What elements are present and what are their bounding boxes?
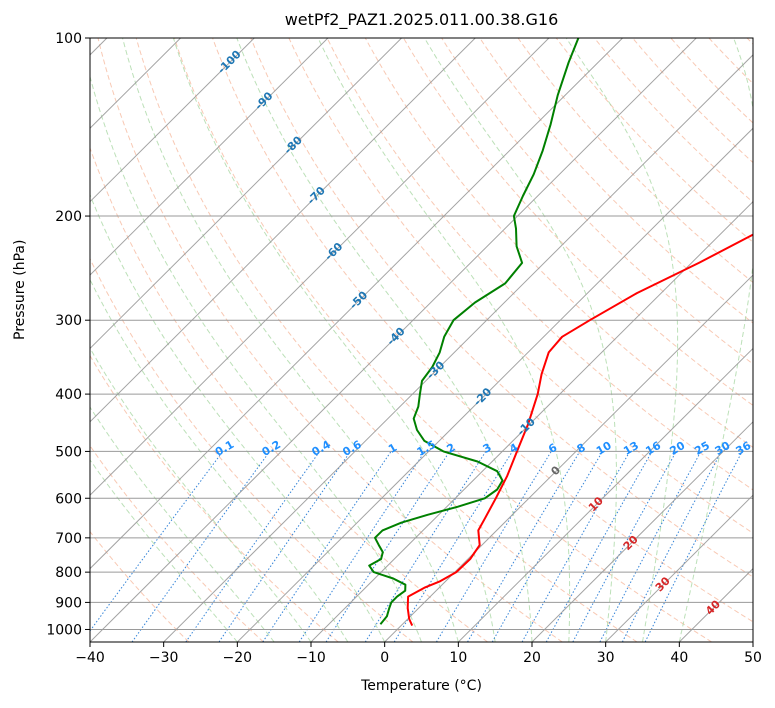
moist-adiabat: [90, 406, 275, 642]
isotherm-line: [457, 347, 753, 642]
x-axis-label: Temperature (°C): [361, 678, 482, 694]
isotherm-line: [752, 641, 753, 642]
mixing-ratio-line: [599, 451, 702, 642]
plot-frame: [89, 37, 754, 643]
moist-adiabat: [90, 459, 238, 642]
x-tick-label: 0: [380, 650, 389, 666]
moist-adiabat: [90, 278, 349, 642]
mixing-ratio-line: [521, 451, 631, 642]
mixing-ratio-line: [621, 451, 722, 642]
dry-adiabat: [135, 38, 638, 642]
y-tick-label: 200: [55, 209, 82, 225]
isotherm-line: [90, 38, 329, 276]
dry-adiabat: [326, 38, 753, 491]
isotherm-line: [90, 38, 255, 203]
mixing-ratio-line: [435, 451, 552, 642]
mixing-ratio-line: [262, 451, 392, 642]
y-tick-label: 100: [55, 31, 82, 47]
isobar-grid: [90, 38, 753, 630]
isotherm-line: [90, 38, 623, 570]
x-tick-label: 50: [744, 650, 762, 666]
isotherm-line: [0, 38, 33, 642]
dry-adiabat: [594, 38, 753, 203]
dry-adiabat: [90, 146, 488, 642]
dry-adiabat: [364, 38, 753, 448]
mixing-ratio-line: [364, 451, 487, 642]
moist-adiabat: [90, 193, 386, 642]
mixing-ratio-line: [325, 451, 451, 642]
y-axis-label: Pressure (hPa): [12, 239, 28, 340]
isotherm-line: [90, 38, 697, 642]
x-tick-label: 30: [597, 650, 615, 666]
isotherm-line: [605, 494, 753, 642]
y-tick-label: 500: [55, 444, 82, 460]
mixing-ratio-line: [90, 451, 224, 632]
moist-adiabat: [236, 38, 533, 642]
mixing-ratio-line: [644, 451, 743, 642]
temperature-profile-line: [406, 233, 753, 627]
mixing-ratio-line: [218, 451, 351, 642]
y-axis-ticks: 1000 900 800 700 600 500 400 300 200 100: [46, 31, 90, 638]
x-tick-label: 40: [670, 650, 688, 666]
x-axis-ticks: −40 −30 −20 −10 0 10 20 30 40 50: [75, 642, 762, 666]
mixing-ratio-line: [393, 451, 513, 642]
y-tick-label: 700: [55, 531, 82, 547]
dry-adiabat: [403, 38, 753, 407]
dry-adiabat: [441, 38, 753, 365]
isotherm-line: [236, 127, 753, 642]
dry-adiabat: [517, 38, 753, 284]
y-tick-label: 600: [55, 491, 82, 507]
y-tick-label: 1000: [46, 622, 82, 638]
isotherm-line: [310, 200, 753, 642]
moist-adiabat: [122, 38, 459, 642]
isotherm-line: [531, 421, 753, 642]
mixing-ratio-line: [185, 451, 321, 642]
mixing-ratio-line: [545, 451, 653, 642]
x-tick-label: −20: [223, 650, 253, 666]
mixing-ratio-line: [298, 451, 426, 642]
x-tick-label: −40: [75, 650, 105, 666]
y-tick-label: 400: [55, 387, 82, 403]
mixing-ratio-label: 36: [733, 439, 753, 458]
x-tick-label: −30: [149, 650, 179, 666]
y-tick-label: 900: [55, 595, 82, 611]
profile-lines: [368, 38, 753, 627]
moist-adiabat: [317, 38, 571, 642]
x-tick-label: 10: [449, 650, 467, 666]
dry-adiabat: [479, 38, 753, 324]
dry-adiabat: [173, 38, 712, 642]
isotherm-line: [384, 274, 753, 642]
x-tick-label: 20: [523, 650, 541, 666]
dry-adiabat: [288, 38, 753, 534]
dry-adiabat: [97, 38, 563, 642]
moist-adiabat: [565, 38, 679, 642]
y-tick-label: 300: [55, 313, 82, 329]
moist-adiabat: [172, 38, 496, 642]
moist-adiabat: [424, 38, 617, 642]
isotherm-line: [163, 54, 753, 642]
isotherm-line: [90, 38, 550, 496]
dry-adiabat: [90, 257, 414, 642]
chart-title: wetPf2_PAZ1.2025.011.00.38.G16: [284, 10, 559, 29]
y-tick-label: 800: [55, 565, 82, 581]
dewpoint-profile-line: [368, 38, 580, 625]
mixing-ratio-line: [572, 451, 677, 642]
mixing-ratio-line: [131, 451, 271, 642]
plot-area: [90, 38, 753, 642]
dry-adiabat: [632, 38, 753, 164]
x-tick-label: −10: [296, 650, 326, 666]
moist-adiabat: [678, 38, 753, 642]
isotherm-line: [90, 38, 476, 423]
dry-adiabat: [212, 38, 753, 623]
isotherm-line: [90, 38, 402, 350]
background-lines: [0, 38, 753, 642]
